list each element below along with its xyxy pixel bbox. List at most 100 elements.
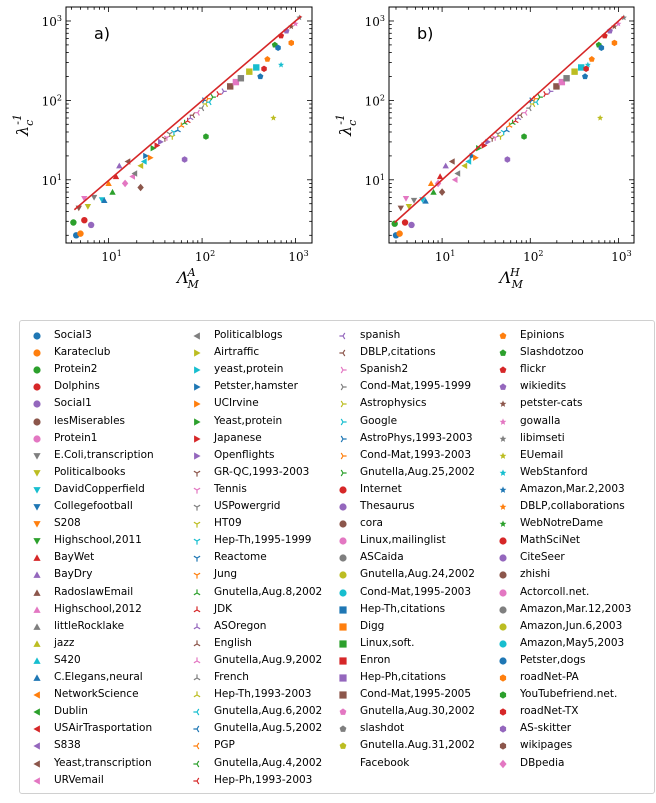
data-point (70, 219, 77, 226)
legend-label: slashdot (360, 722, 405, 735)
legend-label: Gnutella,Aug.24,2002 (360, 568, 475, 581)
data-point (442, 162, 449, 169)
panel-label: a) (94, 24, 110, 43)
legend-label: wikipages (520, 739, 573, 752)
legend-marker (339, 640, 347, 648)
data-point (473, 154, 479, 161)
legend-marker (194, 383, 201, 391)
legend-label: Thesaurus (360, 500, 415, 512)
x-axis-label: ΛA M (175, 266, 200, 291)
data-point (438, 188, 446, 196)
data-point (143, 152, 149, 160)
data-point (563, 75, 570, 82)
legend-label: Tennis (214, 482, 247, 495)
data-point (489, 136, 496, 142)
data-point (129, 173, 135, 180)
data-point (461, 162, 468, 169)
legend-label: DBLP,citations (360, 346, 436, 359)
legend-label: yeast,protein (214, 363, 284, 376)
legend-label: Actorcoll.net. (520, 585, 590, 598)
legend-marker (499, 349, 507, 356)
legend-label: Dublin (54, 705, 88, 718)
legend-label: RadoslawEmail (54, 585, 134, 598)
legend-label: Astrophysics (360, 397, 427, 410)
legend-marker (193, 691, 201, 698)
legend-label: Protein2 (54, 363, 98, 376)
legend-marker (499, 571, 507, 579)
panel-b: 101 102 103 101 102 103 b) ΛH M λc-1 (334, 6, 635, 291)
legend-label: ASOregon (214, 619, 267, 632)
legend-label: Japanese (214, 431, 262, 444)
legend-marker (193, 742, 200, 750)
legend-label: URVemail (54, 773, 104, 786)
data-point (131, 170, 138, 177)
tick-label-y: 103 (42, 14, 62, 29)
legend-marker (33, 725, 40, 733)
legend-marker (499, 725, 507, 733)
legend-marker (194, 452, 201, 460)
legend-marker (33, 691, 40, 699)
axis-ticks (389, 7, 634, 243)
legend-label: JDK (214, 602, 233, 615)
legend-label: Digg (360, 619, 385, 632)
data-point (87, 221, 95, 229)
legend-marker (33, 554, 41, 562)
legend-label: Amazon,Mar.12,2003 (520, 602, 632, 615)
legend-marker (193, 332, 200, 340)
legend-label: Airtraffic (214, 346, 260, 359)
data-point (81, 196, 88, 202)
data-point (578, 64, 585, 71)
legend-label: Dolphins (54, 380, 100, 393)
data-point (548, 88, 554, 95)
legend-label: PGP (214, 739, 235, 752)
data-point (158, 138, 164, 146)
legend-marker (339, 742, 347, 750)
legend-label: Politicalbooks (54, 465, 126, 478)
legend-marker (499, 486, 507, 493)
data-point (154, 142, 161, 149)
legend-label: USAirTrasportation (54, 722, 153, 735)
legend-label: Amazon,Jun.6,2003 (520, 619, 623, 632)
data-point (553, 83, 560, 90)
data-point (422, 197, 429, 204)
legend: Social3 Karateclub Protein2 Dolphins Social1… (19, 320, 655, 794)
data-point (194, 109, 200, 116)
legend-label: English (214, 636, 252, 649)
legend-marker (499, 657, 507, 665)
legend-marker (33, 434, 41, 443)
legend-marker (499, 759, 507, 768)
legend-marker (336, 757, 350, 771)
data-point (584, 61, 591, 68)
legend-label: UCIrvine (214, 397, 259, 410)
data-point (216, 90, 222, 98)
legend-marker (33, 332, 41, 340)
data-point (597, 114, 604, 121)
panel-a: 101 102 103 101 102 103 a) ΛA M λc-1 (11, 6, 313, 291)
data-point (522, 109, 528, 116)
legend-marker (499, 674, 507, 682)
data-point (270, 114, 277, 121)
data-point (465, 158, 472, 165)
legend-marker (33, 759, 40, 768)
legend-label: AstroPhys,1993-2003 (360, 431, 473, 444)
legend-marker (33, 469, 41, 477)
legend-label: DBpedia (520, 756, 565, 769)
legend-marker (340, 400, 347, 408)
data-point (558, 78, 566, 86)
legend-label: CiteSeer (520, 551, 565, 564)
legend-marker (339, 588, 347, 597)
legend-label: Hep-Th,1993-2003 (214, 688, 312, 701)
legend-label: roadNet-PA (520, 671, 579, 683)
legend-marker (193, 470, 201, 477)
legend-marker (339, 605, 347, 614)
data-point (81, 216, 88, 224)
legend-label: libimseti (520, 431, 565, 444)
legend-marker (194, 349, 201, 357)
data-point (221, 88, 227, 95)
data-point (533, 99, 539, 106)
legend-label: Amazon,Mar.2,2003 (520, 482, 625, 495)
legend-marker (193, 623, 201, 630)
legend-marker (33, 776, 40, 785)
data-point (583, 65, 589, 72)
